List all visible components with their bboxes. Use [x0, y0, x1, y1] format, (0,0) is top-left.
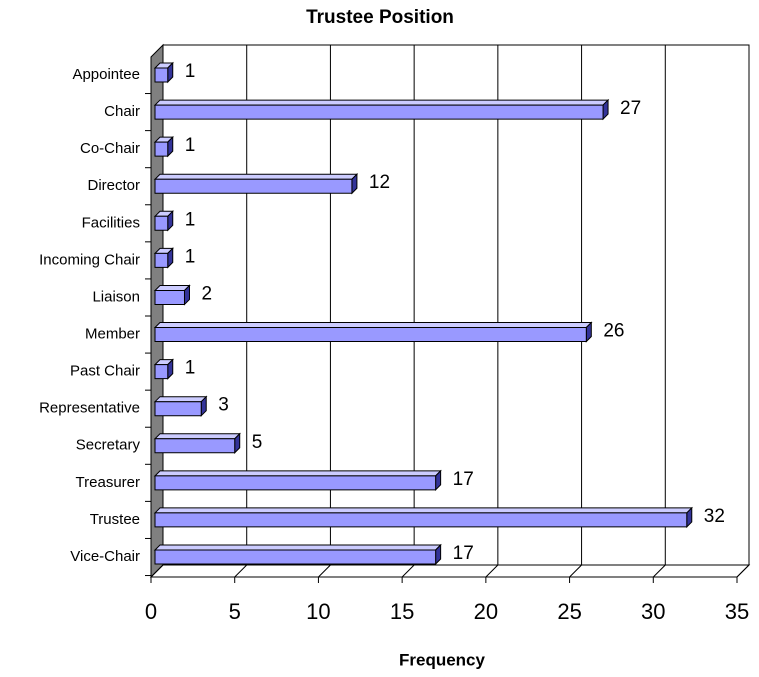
- value-label: 2: [201, 283, 212, 304]
- bar: [153, 358, 174, 380]
- bar-front: [154, 252, 169, 268]
- grid-line: [234, 45, 248, 578]
- grid-line: [401, 45, 415, 578]
- side-wall: [150, 43, 164, 579]
- bar: [153, 210, 174, 232]
- bar-top: [153, 284, 191, 291]
- bar: [153, 395, 208, 417]
- value-label: 1: [185, 61, 196, 82]
- bar-top: [153, 322, 593, 329]
- bar-front: [154, 141, 169, 157]
- value-label: 27: [620, 98, 641, 119]
- bar: [153, 247, 174, 269]
- value-label: 12: [369, 172, 390, 193]
- bar: [153, 469, 442, 492]
- y-tick-label: Representative: [39, 400, 140, 417]
- y-tick-label: Facilities: [82, 214, 140, 231]
- bar-top: [153, 544, 442, 551]
- bar-front: [154, 104, 604, 120]
- bar: [153, 173, 359, 195]
- value-label: 1: [185, 135, 196, 156]
- y-tick-label: Member: [85, 326, 140, 343]
- value-label: 26: [603, 321, 624, 342]
- bar: [153, 284, 191, 306]
- bar-top: [153, 173, 359, 180]
- bar: [153, 135, 174, 158]
- grid-line: [652, 45, 666, 578]
- bar-front: [154, 327, 587, 343]
- value-label: 1: [185, 209, 196, 230]
- bar-front: [154, 475, 437, 491]
- x-tick-label: 35: [725, 599, 749, 624]
- value-label: 17: [453, 469, 474, 490]
- y-tick-label: Past Chair: [70, 363, 140, 380]
- x-tick-label: 10: [306, 599, 330, 624]
- bar-front: [154, 512, 688, 528]
- chart-title: Trustee Position: [306, 7, 454, 28]
- bar-top: [153, 470, 442, 477]
- bar: [153, 506, 693, 529]
- bar: [153, 543, 442, 566]
- value-label: 17: [453, 543, 474, 564]
- x-tick-label: 5: [229, 599, 241, 624]
- y-tick-label: Vice-Chair: [70, 548, 140, 565]
- x-tick-label: 0: [145, 599, 157, 624]
- value-label: 32: [704, 506, 725, 527]
- bar: [153, 61, 174, 84]
- y-tick-label: Secretary: [76, 437, 141, 454]
- bar: [153, 432, 241, 454]
- value-label: 3: [218, 395, 229, 416]
- x-tick-label: 25: [557, 599, 581, 624]
- value-label: 5: [252, 432, 263, 453]
- x-axis-label: Frequency: [399, 650, 486, 669]
- x-tick-label: 30: [641, 599, 665, 624]
- bar: [153, 98, 610, 121]
- grid-line: [569, 45, 583, 578]
- grid-line: [485, 45, 499, 578]
- bar-front: [154, 215, 169, 231]
- bar-front: [154, 289, 185, 305]
- bar-front: [154, 364, 169, 380]
- bar: [153, 321, 593, 343]
- y-tick-label: Appointee: [72, 66, 140, 83]
- value-label: 1: [185, 246, 196, 267]
- x-tick-label: 15: [390, 599, 414, 624]
- bar-front: [154, 549, 437, 565]
- value-label: 1: [185, 358, 196, 379]
- bar-front: [154, 178, 353, 194]
- grid-line: [318, 45, 331, 578]
- y-tick-label: Treasurer: [76, 474, 140, 491]
- bar-top: [153, 507, 693, 514]
- bar-front: [154, 401, 202, 417]
- y-tick-label: Incoming Chair: [39, 251, 140, 268]
- y-tick-label: Liaison: [92, 288, 140, 305]
- bar-top: [153, 396, 208, 403]
- x-tick-label: 20: [474, 599, 498, 624]
- bar-front: [154, 67, 169, 83]
- grid-line: [736, 45, 750, 578]
- y-tick-label: Director: [87, 177, 140, 194]
- y-tick-label: Chair: [104, 103, 140, 120]
- y-tick-label: Co-Chair: [80, 140, 140, 157]
- bar-front: [154, 438, 236, 454]
- bar-top: [153, 433, 241, 440]
- bar-top: [153, 99, 610, 106]
- y-tick-label: Trustee: [90, 511, 140, 528]
